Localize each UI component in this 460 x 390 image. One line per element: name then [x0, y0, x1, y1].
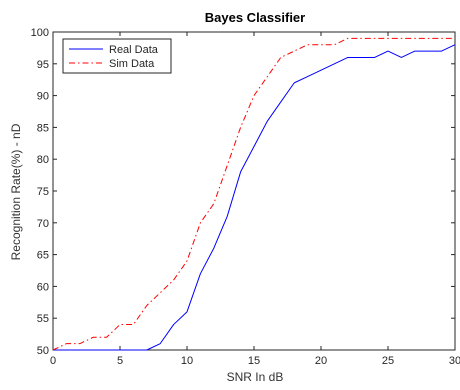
- x-tick-label: 15: [248, 355, 260, 367]
- series-line-2: [52, 37, 455, 351]
- axes-box: [52, 31, 456, 351]
- y-tick-label: 80: [37, 154, 49, 166]
- x-axis-label: SNR In dB: [227, 370, 284, 384]
- x-tick-label: 0: [50, 355, 56, 367]
- axes: 0 5 10 15 20 25 30 50 55 60 65 70 75 80 85 90 95 100: [31, 27, 460, 367]
- series-line-1: [53, 44, 456, 351]
- legend-box: [62, 38, 172, 74]
- x-tick-label: 10: [181, 355, 193, 367]
- y-tick-label: 70: [37, 218, 49, 230]
- y-tick-label: 90: [37, 91, 49, 103]
- y-tick-label: 95: [37, 59, 49, 71]
- chart-title: Bayes Classifier: [205, 10, 305, 25]
- y-tick-label: 55: [37, 313, 49, 325]
- series-lines: [52, 37, 456, 351]
- y-axis-label: Recognition Rate(%) - nD: [9, 123, 23, 260]
- legend-label-1: Real Data: [109, 44, 159, 56]
- y-tick-label: 100: [31, 27, 49, 39]
- y-tick-label: 75: [37, 186, 49, 198]
- legend: Real Data Sim Data: [62, 38, 172, 74]
- y-tick-label: 50: [37, 345, 49, 357]
- x-tick-label: 20: [315, 355, 327, 367]
- x-tick-label: 5: [117, 355, 123, 367]
- y-tick-label: 60: [37, 281, 49, 293]
- y-tick-label: 85: [37, 122, 49, 134]
- legend-label-2: Sim Data: [109, 58, 155, 70]
- x-tick-label: 30: [449, 355, 460, 367]
- y-tick-label: 65: [37, 250, 49, 262]
- x-tick-label: 25: [382, 355, 394, 367]
